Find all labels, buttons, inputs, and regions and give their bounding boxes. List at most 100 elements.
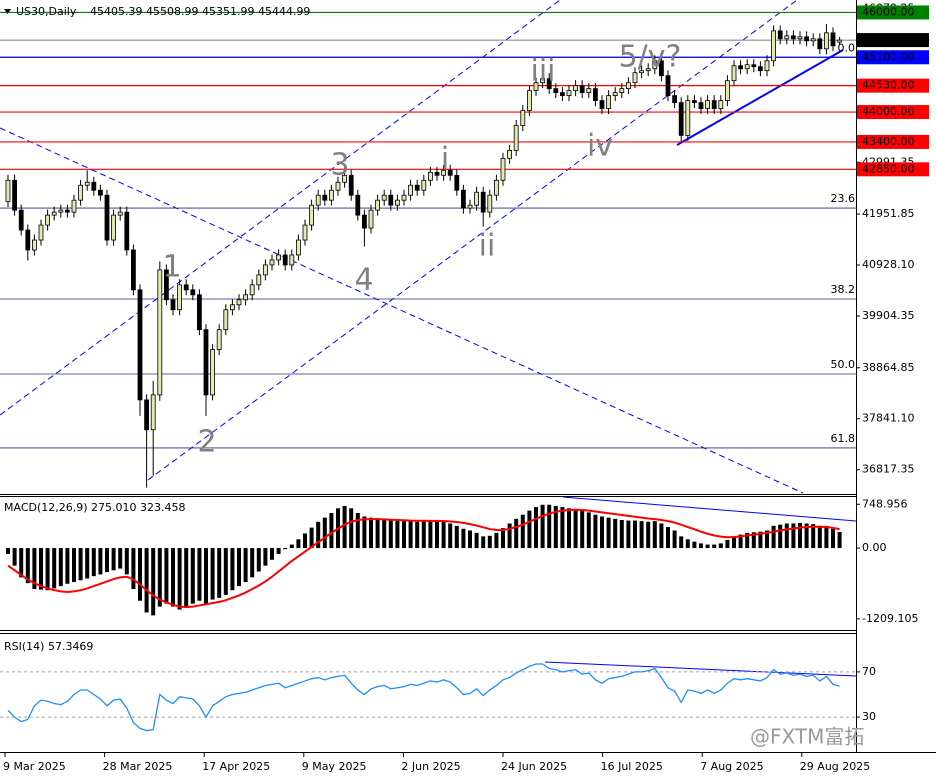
macd-bar: [778, 524, 783, 549]
candle-body: [414, 184, 420, 191]
macd-bar: [791, 523, 796, 549]
candle-body: [784, 35, 790, 40]
macd-bar: [144, 548, 149, 613]
macd-bar: [270, 548, 274, 560]
macd-bar: [679, 536, 684, 549]
candle-body: [32, 239, 37, 251]
candle-body: [276, 254, 282, 261]
candle-body: [566, 90, 572, 97]
macd-bar: [699, 543, 703, 549]
candle-body: [84, 181, 90, 186]
macd-bar: [461, 528, 466, 549]
candle-body: [507, 149, 513, 159]
x-tick-label: 29 Aug 2025: [800, 760, 870, 773]
candle-body: [408, 184, 414, 196]
last-price-label: 45444.99: [862, 33, 915, 46]
macd-bar: [685, 539, 690, 549]
macd-bar: [204, 548, 208, 604]
candle-body: [335, 181, 341, 191]
level-label-box: [857, 78, 929, 93]
candle-body: [685, 100, 691, 136]
candle-body: [619, 88, 625, 94]
macd-bar: [276, 548, 281, 554]
macd-bar: [553, 505, 558, 549]
macd-bar: [402, 521, 406, 549]
level-label-box: [857, 50, 929, 65]
candle-body: [553, 88, 559, 94]
macd-bar: [408, 520, 413, 549]
candle-body: [117, 211, 123, 216]
macd-bar: [25, 548, 30, 584]
y-tick-label: 40928.10: [862, 258, 915, 271]
candle-body: [150, 394, 156, 431]
level-label: 44000.00: [862, 105, 915, 118]
candle-body: [698, 102, 704, 109]
candle-body: [824, 32, 829, 50]
candle-body: [223, 309, 229, 331]
candle-body: [130, 249, 136, 291]
y-tick-label: -1209.105: [862, 612, 918, 625]
macd-bar: [230, 548, 235, 591]
candle-body: [467, 204, 473, 209]
macd-bar: [593, 514, 598, 549]
candle-body: [421, 179, 427, 191]
fib-label: 50.0: [831, 358, 856, 371]
macd-bar: [520, 514, 525, 549]
price-panel: [0, 0, 856, 494]
macd-bar: [448, 523, 453, 549]
macd-bar: [131, 548, 136, 590]
macd-bar: [171, 548, 175, 607]
x-tick-label: 2 Jun 2025: [401, 760, 460, 773]
macd-bar: [250, 548, 255, 578]
macd-title: MACD(12,26,9) 275.010 323.458: [4, 501, 186, 514]
macd-bar: [355, 512, 360, 549]
candle-body: [348, 174, 354, 196]
macd-bar: [435, 521, 439, 549]
candle-body: [104, 194, 110, 241]
level-label-box: [857, 134, 929, 149]
trend-line: [0, 127, 804, 494]
macd-bar: [474, 532, 479, 549]
wave-label: 3: [330, 148, 349, 183]
macd-bar: [289, 544, 294, 549]
macd-bar: [65, 548, 70, 584]
macd-bar: [824, 525, 829, 549]
macd-bar: [428, 520, 433, 549]
macd-bar: [534, 507, 538, 549]
candle-body: [692, 100, 697, 103]
macd-bar: [560, 507, 565, 549]
candle-body: [639, 70, 644, 74]
macd-bar: [817, 525, 822, 549]
candle-body: [487, 194, 493, 213]
candle-body: [137, 289, 143, 401]
candle-body: [678, 102, 684, 136]
wave-label: 4: [354, 263, 373, 298]
candle-body: [78, 184, 83, 201]
x-tick-label: 24 Jun 2025: [501, 760, 567, 773]
y-tick-label: 41951.85: [862, 207, 915, 220]
macd-bar: [164, 548, 169, 604]
divergence-line: [562, 497, 856, 522]
y-tick-label: 0.00: [862, 541, 887, 554]
candle-body: [58, 209, 64, 213]
macd-bar: [329, 512, 334, 549]
macd-bar: [316, 521, 321, 549]
ohlc-label: 45405.39 45508.99 45351.99 45444.99: [90, 5, 310, 18]
macd-bar: [32, 548, 37, 590]
candle-body: [388, 194, 394, 206]
macd-bar: [454, 525, 459, 549]
candle-body: [705, 100, 710, 109]
macd-bar: [639, 521, 644, 549]
rsi-line: [7, 663, 840, 732]
macd-bar: [784, 523, 789, 549]
candle-body: [342, 174, 348, 183]
macd-bar: [52, 548, 57, 589]
macd-bar: [362, 516, 367, 549]
wave-label: iii: [530, 54, 555, 89]
macd-bar: [303, 533, 307, 549]
candle-body: [210, 349, 216, 396]
macd-bar: [124, 548, 129, 575]
candle-body: [546, 78, 552, 90]
fib-label: 23.6: [831, 192, 856, 205]
